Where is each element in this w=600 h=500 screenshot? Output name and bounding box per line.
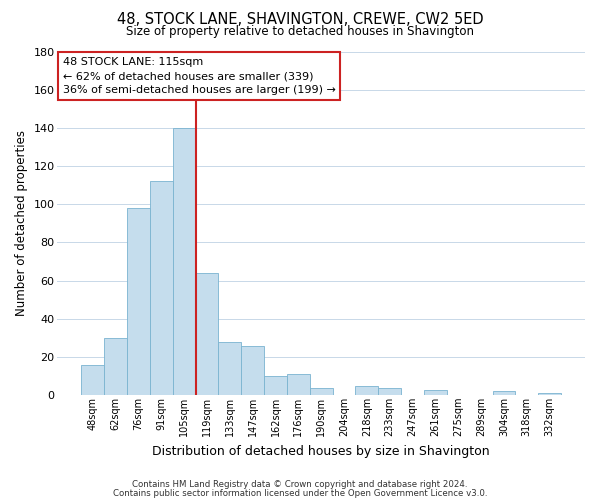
Bar	[127, 208, 150, 396]
Bar	[355, 386, 379, 396]
Bar	[82, 364, 104, 396]
Bar	[173, 128, 196, 396]
Bar	[241, 346, 264, 396]
Bar	[538, 394, 561, 396]
Y-axis label: Number of detached properties: Number of detached properties	[15, 130, 28, 316]
Bar	[196, 273, 218, 396]
Text: 48 STOCK LANE: 115sqm
← 62% of detached houses are smaller (339)
36% of semi-det: 48 STOCK LANE: 115sqm ← 62% of detached …	[63, 56, 335, 96]
Bar	[218, 342, 241, 396]
Text: Contains HM Land Registry data © Crown copyright and database right 2024.: Contains HM Land Registry data © Crown c…	[132, 480, 468, 489]
Bar	[104, 338, 127, 396]
Bar	[310, 388, 332, 396]
Bar	[150, 182, 173, 396]
Text: Size of property relative to detached houses in Shavington: Size of property relative to detached ho…	[126, 25, 474, 38]
Text: Contains public sector information licensed under the Open Government Licence v3: Contains public sector information licen…	[113, 489, 487, 498]
Bar	[287, 374, 310, 396]
Text: 48, STOCK LANE, SHAVINGTON, CREWE, CW2 5ED: 48, STOCK LANE, SHAVINGTON, CREWE, CW2 5…	[116, 12, 484, 28]
X-axis label: Distribution of detached houses by size in Shavington: Distribution of detached houses by size …	[152, 444, 490, 458]
Bar	[379, 388, 401, 396]
Bar	[493, 392, 515, 396]
Bar	[424, 390, 447, 396]
Bar	[264, 376, 287, 396]
